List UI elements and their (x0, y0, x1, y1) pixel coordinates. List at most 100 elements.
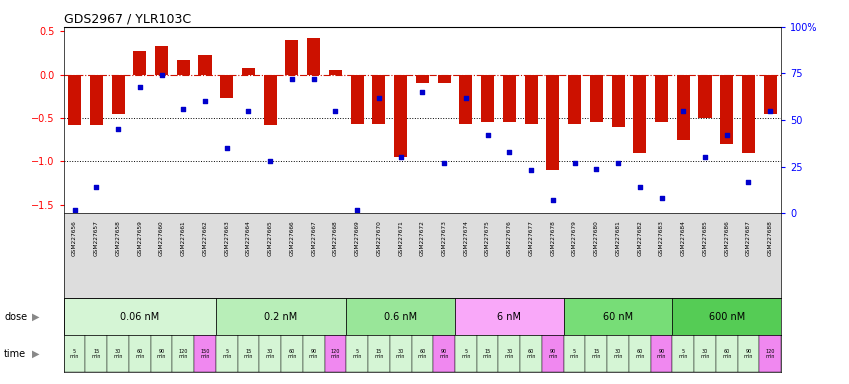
Text: 90
min: 90 min (548, 349, 558, 359)
Bar (155, 46, 168, 74)
Text: 15
min: 15 min (244, 349, 253, 359)
Bar (525, 74, 537, 124)
Point (416, 89, 430, 95)
Bar (477, 335, 498, 372)
Bar (172, 335, 194, 372)
Text: GSM227684: GSM227684 (681, 220, 686, 256)
Text: 60
min: 60 min (635, 349, 644, 359)
Text: 600 nM: 600 nM (709, 311, 745, 321)
Bar (433, 335, 455, 372)
Bar (281, 335, 303, 372)
Bar (368, 335, 390, 372)
Bar (307, 38, 320, 74)
Text: 5
min: 5 min (570, 349, 579, 359)
Bar (564, 335, 586, 372)
Bar (412, 335, 433, 372)
Text: time: time (4, 349, 26, 359)
Text: GSM227670: GSM227670 (376, 220, 381, 256)
Bar (194, 335, 216, 372)
Point (372, 94, 385, 101)
Bar (503, 74, 516, 122)
Bar (238, 335, 259, 372)
Bar (586, 335, 607, 372)
Text: 90
min: 90 min (440, 349, 449, 359)
Bar (90, 74, 103, 125)
Point (263, 158, 277, 164)
Text: GSM227668: GSM227668 (333, 220, 338, 256)
Text: 60 nM: 60 nM (603, 311, 633, 321)
Text: GSM227658: GSM227658 (115, 220, 121, 256)
Bar (264, 74, 277, 125)
Bar (133, 51, 146, 74)
Bar (259, 335, 281, 372)
Bar (242, 68, 255, 74)
Text: 0.06 nM: 0.06 nM (121, 311, 160, 321)
Point (503, 149, 516, 155)
Bar (546, 74, 559, 170)
Bar (285, 40, 299, 74)
Text: 5
min: 5 min (678, 349, 688, 359)
Point (677, 108, 690, 114)
Text: GSM227666: GSM227666 (290, 220, 295, 256)
Point (394, 154, 408, 161)
Text: 60
min: 60 min (135, 349, 144, 359)
Point (763, 108, 777, 114)
Point (698, 154, 711, 161)
Point (177, 106, 190, 112)
Bar (720, 74, 734, 144)
Bar (650, 335, 672, 372)
Text: GSM227657: GSM227657 (93, 220, 98, 256)
Text: GSM227673: GSM227673 (441, 220, 447, 256)
Bar (564, 298, 672, 335)
Bar (86, 335, 107, 372)
Point (306, 76, 320, 82)
Bar (455, 298, 564, 335)
Bar (694, 335, 716, 372)
Bar (699, 74, 711, 118)
Text: GSM227660: GSM227660 (159, 220, 164, 256)
Point (198, 98, 211, 104)
Point (720, 132, 734, 138)
Text: 0.6 nM: 0.6 nM (384, 311, 417, 321)
Text: GSM227674: GSM227674 (464, 220, 469, 256)
Bar (633, 74, 646, 152)
Point (655, 195, 668, 201)
Bar (64, 335, 86, 372)
Text: 120
min: 120 min (178, 349, 188, 359)
Point (633, 184, 647, 190)
Bar (590, 74, 603, 122)
Text: GSM227661: GSM227661 (181, 220, 186, 256)
Text: 60
min: 60 min (526, 349, 536, 359)
Bar (390, 335, 412, 372)
Text: 6 nM: 6 nM (498, 311, 521, 321)
Bar (216, 298, 346, 335)
Point (220, 145, 233, 151)
Bar (672, 298, 781, 335)
Text: 5
min: 5 min (352, 349, 362, 359)
Point (546, 197, 559, 203)
Text: GSM227662: GSM227662 (202, 220, 207, 256)
Text: GSM227676: GSM227676 (507, 220, 512, 256)
Bar (520, 335, 542, 372)
Text: GSM227656: GSM227656 (72, 220, 77, 256)
Text: 90
min: 90 min (309, 349, 318, 359)
Text: 15
min: 15 min (374, 349, 384, 359)
Text: GSM227680: GSM227680 (593, 220, 599, 256)
Bar (738, 335, 759, 372)
Point (481, 132, 494, 138)
Point (589, 166, 603, 172)
Text: 90
min: 90 min (744, 349, 753, 359)
Text: 120
min: 120 min (766, 349, 775, 359)
Bar (655, 74, 668, 122)
Bar (346, 298, 455, 335)
Text: 15
min: 15 min (92, 349, 101, 359)
Point (155, 72, 168, 78)
Text: GSM227688: GSM227688 (767, 220, 773, 256)
Point (242, 108, 256, 114)
Bar (111, 74, 125, 114)
Bar (437, 74, 451, 83)
Bar (373, 74, 385, 124)
Text: ▶: ▶ (32, 349, 40, 359)
Text: 5
min: 5 min (70, 349, 79, 359)
Point (459, 94, 473, 101)
